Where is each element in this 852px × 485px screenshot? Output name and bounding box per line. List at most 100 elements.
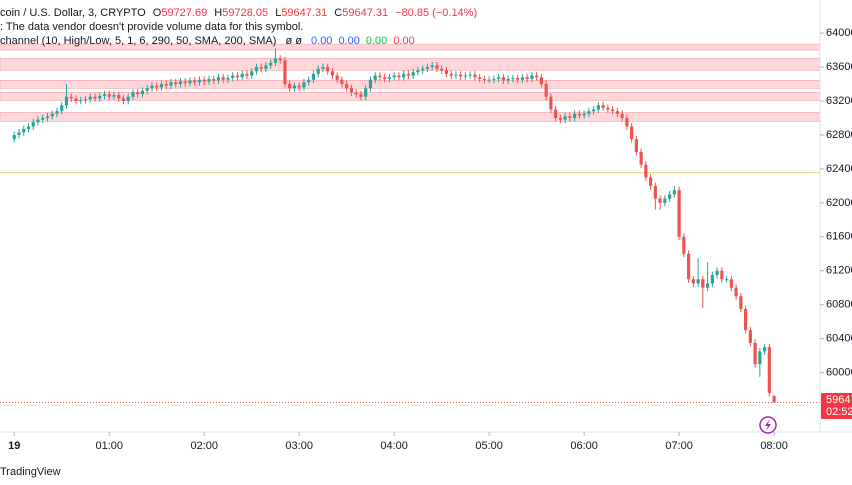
- candle-body: [482, 78, 487, 80]
- zone: [0, 79, 821, 89]
- candle-body: [245, 73, 249, 76]
- plot-area: [0, 43, 821, 404]
- indicator-symbols: ø ø: [285, 35, 302, 47]
- candle-body: [748, 330, 752, 343]
- ohlc-label: O: [153, 7, 162, 19]
- candle-body: [606, 107, 610, 110]
- candle-body: [368, 79, 373, 89]
- icon-bolt[interactable]: [765, 419, 771, 431]
- candle-body: [240, 73, 244, 78]
- candle-body: [649, 177, 653, 186]
- candle-body: [449, 73, 453, 76]
- candle-body: [558, 117, 562, 120]
- indicator-name: channel (10, High/Low, 5, 1, 6, 290, 50,…: [0, 35, 276, 47]
- candle-body: [340, 79, 344, 85]
- x-tick-label: 05:00: [475, 440, 503, 452]
- candle-body: [364, 88, 368, 97]
- candle-body: [672, 190, 676, 195]
- candle-body: [88, 96, 92, 100]
- candle-body: [397, 75, 401, 78]
- candle-body: [520, 77, 524, 80]
- ohlc-value: 59647.31: [342, 7, 388, 19]
- candle-body: [254, 67, 259, 72]
- candle-body: [568, 116, 572, 118]
- ohlc-label: H: [214, 7, 222, 19]
- candle-body: [326, 67, 330, 72]
- candle-body: [682, 236, 686, 254]
- indicator-line: channel (10, High/Low, 5, 1, 6, 290, 50,…: [0, 35, 415, 47]
- candle-body: [454, 74, 458, 76]
- candle-body: [411, 72, 415, 76]
- candle-body: [93, 96, 97, 99]
- candle-body: [36, 119, 40, 123]
- candle-body: [473, 74, 477, 78]
- candle-body: [392, 75, 396, 78]
- candle-body: [188, 80, 192, 84]
- candle-body: [273, 58, 278, 63]
- candle-body: [292, 85, 297, 89]
- candle-body: [758, 351, 762, 365]
- candle-body: [501, 77, 505, 81]
- candle-body: [601, 105, 605, 108]
- candle-body: [753, 342, 757, 365]
- replay-icon[interactable]: [759, 416, 777, 434]
- candle-body: [577, 113, 581, 116]
- candle-body: [487, 79, 491, 81]
- candle-body: [197, 79, 202, 83]
- candle-body: [26, 126, 31, 130]
- candle-body: [425, 67, 430, 69]
- candle-body: [706, 283, 710, 288]
- candle-body: [582, 113, 586, 116]
- candle-body: [302, 82, 306, 88]
- candle-body: [525, 77, 529, 79]
- candle-body: [615, 111, 619, 114]
- candle-body: [221, 77, 225, 80]
- candle-body: [762, 347, 767, 352]
- candle-body: [373, 75, 377, 80]
- candle-body: [136, 92, 140, 95]
- y-tick-label: 63200: [826, 95, 852, 107]
- candle-body: [269, 62, 273, 66]
- legend-line-1: coin / U.S. Dollar, 3, CRYPTO O59727.69 …: [0, 7, 477, 19]
- candle-body: [459, 74, 463, 77]
- candle-body: [283, 60, 287, 85]
- candle-body: [164, 84, 168, 86]
- candle-body: [45, 116, 50, 118]
- candle-body: [202, 79, 206, 82]
- candle-body: [112, 95, 116, 97]
- candle-body: [216, 77, 221, 81]
- candle-body: [463, 75, 468, 77]
- candle-body: [421, 68, 425, 71]
- candle-body: [60, 105, 64, 112]
- brand: TradingView: [0, 466, 61, 478]
- ohlc-value: 59727.69: [161, 7, 207, 19]
- candle-body: [554, 109, 558, 118]
- candle-body: [126, 96, 130, 101]
- candle-body: [83, 99, 88, 101]
- zone: [0, 112, 821, 122]
- candle-body: [250, 71, 254, 76]
- candle-body: [492, 78, 496, 80]
- candle-body: [178, 81, 183, 85]
- candle-body: [174, 82, 178, 85]
- candle-body: [691, 279, 695, 284]
- candle-body: [701, 279, 705, 288]
- x-tick-label: 19: [8, 440, 20, 452]
- change: −80.85 (−0.14%): [395, 7, 477, 19]
- candle-body: [98, 95, 102, 99]
- price-tag-label: 59647: [826, 394, 852, 406]
- candle-body: [226, 78, 230, 80]
- ohlc-label: C: [334, 7, 342, 19]
- candle-body: [264, 65, 268, 69]
- candle-body: [207, 78, 211, 82]
- x-tick-label: 02:00: [190, 440, 218, 452]
- candle-body: [535, 75, 539, 78]
- candle-body: [663, 198, 667, 203]
- candle-body: [131, 92, 135, 97]
- y-tick-label: 62000: [826, 197, 852, 209]
- candle-body: [715, 270, 719, 275]
- candle-body: [359, 94, 363, 97]
- candle-body: [539, 77, 543, 85]
- candle-body: [440, 68, 444, 71]
